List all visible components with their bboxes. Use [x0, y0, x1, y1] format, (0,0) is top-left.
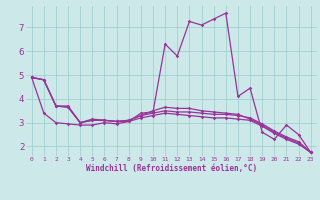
X-axis label: Windchill (Refroidissement éolien,°C): Windchill (Refroidissement éolien,°C) [86, 164, 257, 173]
